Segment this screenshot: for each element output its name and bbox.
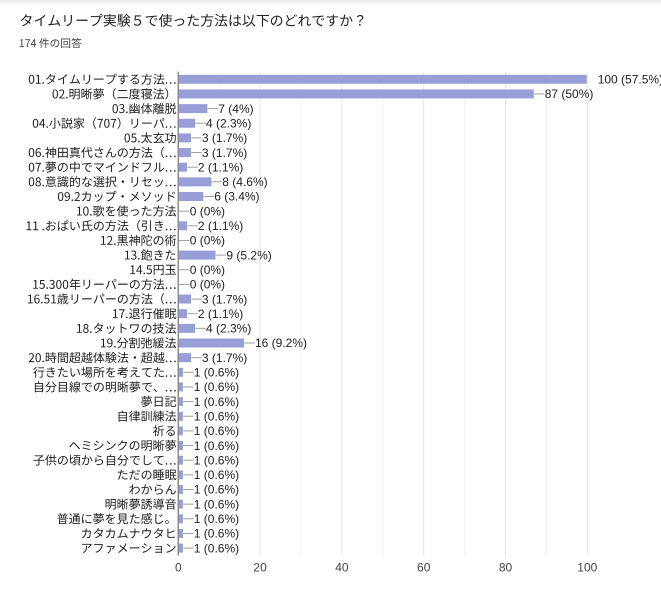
svg-text:8 (4.6%): 8 (4.6%): [222, 175, 267, 189]
svg-text:6 (3.4%): 6 (3.4%): [214, 190, 259, 204]
svg-text:1 (0.6%): 1 (0.6%): [194, 395, 239, 409]
svg-text:16 (9.2%): 16 (9.2%): [255, 336, 307, 350]
svg-text:1 (0.6%): 1 (0.6%): [194, 439, 239, 453]
svg-text:1 (0.6%): 1 (0.6%): [194, 497, 239, 511]
svg-text:1 (0.6%): 1 (0.6%): [194, 468, 239, 482]
svg-text:2 (1.1%): 2 (1.1%): [198, 219, 243, 233]
svg-text:100: 100: [577, 561, 597, 575]
svg-text:9 (5.2%): 9 (5.2%): [226, 248, 271, 262]
svg-text:80: 80: [499, 561, 513, 575]
svg-text:3 (1.7%): 3 (1.7%): [202, 131, 247, 145]
svg-text:20: 20: [253, 561, 267, 575]
svg-text:0 (0%): 0 (0%): [190, 204, 225, 218]
svg-text:7 (4%): 7 (4%): [218, 102, 253, 116]
svg-text:0 (0%): 0 (0%): [190, 263, 225, 277]
svg-text:3 (1.7%): 3 (1.7%): [202, 146, 247, 160]
svg-text:60: 60: [417, 561, 431, 575]
svg-text:4 (2.3%): 4 (2.3%): [206, 322, 251, 336]
svg-text:87 (50%): 87 (50%): [545, 87, 594, 101]
svg-text:1 (0.6%): 1 (0.6%): [194, 380, 239, 394]
svg-text:1 (0.6%): 1 (0.6%): [194, 409, 239, 423]
svg-text:3 (1.7%): 3 (1.7%): [202, 292, 247, 306]
svg-text:1 (0.6%): 1 (0.6%): [194, 366, 239, 380]
svg-text:0: 0: [175, 561, 182, 575]
svg-text:0 (0%): 0 (0%): [190, 234, 225, 248]
svg-text:1 (0.6%): 1 (0.6%): [194, 512, 239, 526]
svg-text:2 (1.1%): 2 (1.1%): [198, 160, 243, 174]
svg-text:2 (1.1%): 2 (1.1%): [198, 307, 243, 321]
svg-text:40: 40: [335, 561, 349, 575]
svg-text:1 (0.6%): 1 (0.6%): [194, 424, 239, 438]
svg-text:4 (2.3%): 4 (2.3%): [206, 116, 251, 130]
svg-text:1 (0.6%): 1 (0.6%): [194, 453, 239, 467]
svg-text:1 (0.6%): 1 (0.6%): [194, 483, 239, 497]
svg-text:1 (0.6%): 1 (0.6%): [194, 527, 239, 541]
svg-text:100 (57.5%): 100 (57.5%): [598, 73, 661, 87]
svg-text:0 (0%): 0 (0%): [190, 278, 225, 292]
svg-text:1 (0.6%): 1 (0.6%): [194, 541, 239, 555]
svg-text:3 (1.7%): 3 (1.7%): [202, 351, 247, 365]
